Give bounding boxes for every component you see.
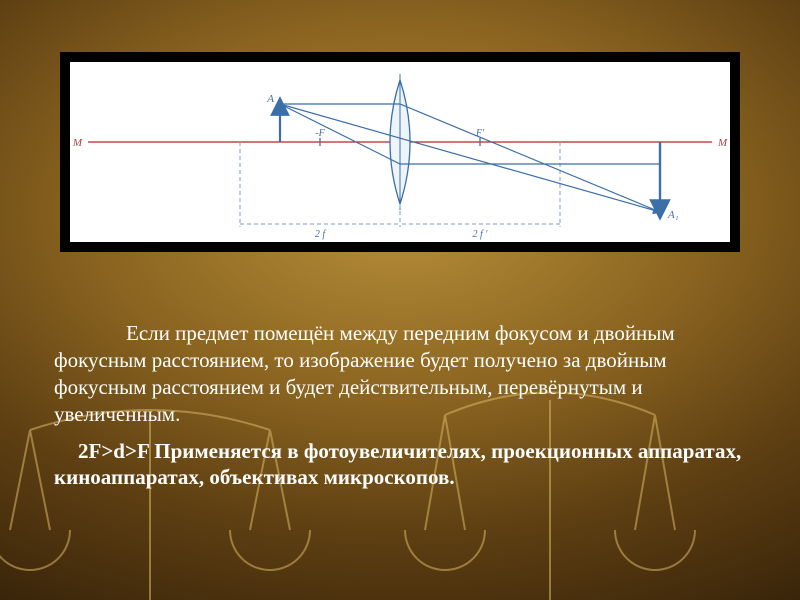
- image-label: A₁: [667, 209, 679, 221]
- object-label: A: [266, 93, 274, 105]
- paragraph-2: 2F>d>F Применяется в фотоувеличителях, п…: [54, 438, 746, 492]
- front-focus-label: -F: [315, 128, 325, 139]
- paragraph-1: Если предмет помещён между передним фоку…: [54, 320, 746, 428]
- rays: [280, 104, 660, 212]
- slide: M M 2 f 2 f ' -F F': [0, 0, 800, 600]
- axis-label-right: M: [717, 137, 728, 149]
- optics-diagram: M M 2 f 2 f ' -F F': [70, 62, 730, 242]
- double-f-left-label: 2 f: [315, 229, 327, 240]
- slide-body-text: Если предмет помещён между передним фоку…: [54, 320, 746, 501]
- axis-label-left: M: [72, 137, 83, 149]
- diagram-frame: M M 2 f 2 f ' -F F': [60, 52, 740, 252]
- double-f-right-label: 2 f ': [473, 229, 489, 240]
